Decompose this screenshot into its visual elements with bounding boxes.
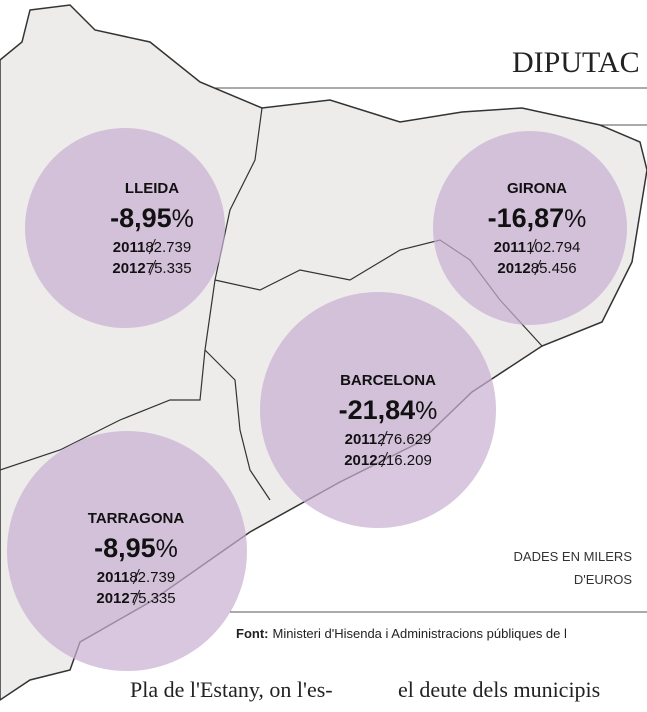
province-border xyxy=(204,349,271,501)
row-value: 102.794 xyxy=(526,239,580,256)
row-year: 2012 xyxy=(112,260,145,277)
note-line: DADES EN MILERS xyxy=(514,549,633,564)
row-value: 276.629 xyxy=(377,431,431,448)
change-unit: % xyxy=(156,535,178,563)
row-value: 85.456 xyxy=(531,260,577,277)
source-text: Ministeri d'Hisenda i Administracions pú… xyxy=(272,626,567,641)
change-unit: % xyxy=(564,205,586,233)
region-row: 201182.739 xyxy=(97,569,175,586)
row-value: 82.739 xyxy=(145,239,191,256)
change-value: -8,95 xyxy=(110,203,172,233)
region-change: -8,95% xyxy=(94,533,178,563)
row-value: 216.209 xyxy=(378,452,432,469)
region-row: 201285.456 xyxy=(497,260,576,277)
region-circle xyxy=(25,128,225,328)
region-name: GIRONA xyxy=(507,180,567,197)
row-year: 2012 xyxy=(497,260,530,277)
region-row: 201275.335 xyxy=(112,260,191,277)
region-name: BARCELONA xyxy=(340,372,436,389)
change-value: -21,84 xyxy=(339,395,416,425)
region-name: LLEIDA xyxy=(125,180,179,197)
region-change: -21,84% xyxy=(339,395,438,425)
region-row: 201275.335 xyxy=(96,590,175,607)
row-slash xyxy=(534,259,542,276)
row-year: 2011 xyxy=(494,239,527,256)
region-row: 2012216.209 xyxy=(344,452,432,469)
row-year: 2012 xyxy=(344,452,377,469)
change-unit: % xyxy=(415,397,437,425)
change-unit: % xyxy=(172,205,194,233)
row-slash xyxy=(132,568,140,585)
change-value: -8,95 xyxy=(94,533,156,563)
row-slash xyxy=(148,238,156,255)
note-line: D'EUROS xyxy=(574,572,632,587)
region-row: 2011276.629 xyxy=(345,431,432,448)
region-name: TARRAGONA xyxy=(88,510,185,527)
region-row: 201182.739 xyxy=(113,239,191,256)
region-circle xyxy=(260,292,496,528)
region-circle xyxy=(7,431,247,671)
row-year: 2011 xyxy=(113,239,146,256)
body-text: Pla de l'Estany, on l'es- xyxy=(130,677,333,702)
source: Font: Ministeri d'Hisenda i Administracio… xyxy=(236,626,567,641)
region-change: -8,95% xyxy=(110,203,194,233)
region-change: -16,87% xyxy=(488,203,587,233)
region-circle xyxy=(433,131,627,325)
row-slash xyxy=(380,430,388,447)
body-text: el deute dels municipis xyxy=(398,677,600,702)
region-row: 2011102.794 xyxy=(494,239,581,256)
row-slash xyxy=(133,589,141,606)
row-slash xyxy=(149,259,157,276)
row-value: 75.335 xyxy=(130,590,176,607)
change-value: -16,87 xyxy=(488,203,565,233)
row-slash xyxy=(381,451,389,468)
title: DIPUTAC xyxy=(512,46,640,79)
source-label: Font: xyxy=(236,626,268,641)
row-slash xyxy=(529,238,537,255)
row-year: 2011 xyxy=(345,431,378,448)
row-value: 75.335 xyxy=(146,260,192,277)
province-border xyxy=(0,107,263,471)
row-value: 82.739 xyxy=(129,569,175,586)
row-year: 2011 xyxy=(97,569,130,586)
row-year: 2012 xyxy=(96,590,129,607)
